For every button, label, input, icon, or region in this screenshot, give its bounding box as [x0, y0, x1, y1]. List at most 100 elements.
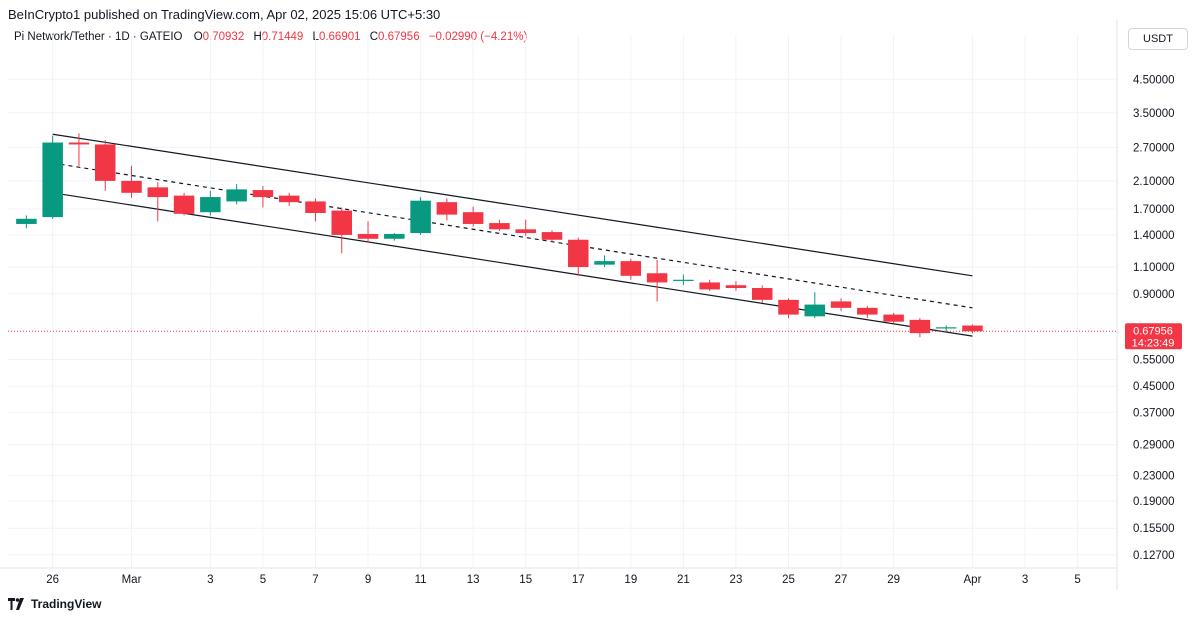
y-tick-label: 4.50000	[1133, 74, 1175, 86]
candle	[909, 318, 931, 338]
x-tick-label: 27	[835, 574, 848, 586]
x-tick-label: 11	[415, 574, 427, 586]
candle-body	[804, 304, 826, 317]
candle	[725, 281, 747, 291]
tradingview-brand[interactable]: TradingView	[8, 597, 101, 611]
candle	[331, 207, 353, 254]
middle-channel-line	[52, 162, 973, 309]
candle	[699, 279, 720, 291]
candle-body	[436, 202, 458, 215]
candle-body	[305, 201, 326, 214]
y-tick-label: 0.12700	[1133, 550, 1175, 562]
candle	[673, 274, 694, 286]
candle-body	[173, 195, 195, 214]
candle	[357, 221, 379, 243]
candle-body	[646, 273, 668, 283]
x-tick-label: Mar	[122, 574, 142, 586]
y-tick-label: 1.40000	[1133, 230, 1175, 242]
axes: 4.50000 3.50000 2.70000 2.10000 1.70000 1.400…	[0, 20, 1175, 590]
change-value: −0.02990 (−4.21%)	[428, 31, 528, 43]
candle-body	[699, 282, 720, 290]
candle	[436, 198, 458, 221]
candle	[541, 230, 563, 242]
candle	[68, 133, 90, 166]
candle	[751, 285, 773, 303]
candle-body	[410, 200, 431, 234]
current-price-label: 0.67956 14:23:49	[1125, 323, 1182, 350]
candle	[147, 182, 169, 222]
candle-body	[830, 301, 852, 308]
grid	[8, 35, 1117, 568]
x-tick-label: 17	[572, 574, 585, 586]
candle-body	[226, 189, 247, 202]
candle-body	[200, 197, 221, 213]
x-tick-label: 9	[365, 574, 371, 586]
candle-body	[384, 233, 405, 239]
x-tick-label: 25	[782, 574, 795, 586]
y-tick-label: 2.10000	[1133, 176, 1175, 188]
x-tick-label: Apr	[964, 574, 982, 586]
candle	[462, 206, 484, 227]
candle	[121, 165, 142, 198]
candle-body	[68, 142, 90, 145]
candle-body	[331, 210, 353, 235]
high-value: 0.71449	[261, 31, 304, 43]
candles	[16, 133, 983, 338]
candle-body	[883, 314, 904, 322]
candle	[935, 325, 957, 332]
upper-channel-line	[52, 133, 973, 277]
candle-body	[462, 212, 484, 224]
candle-body	[909, 319, 931, 334]
candle-body	[962, 325, 983, 332]
high-label: H	[253, 31, 262, 43]
candle-body	[725, 285, 747, 288]
close-value: 0.67956	[378, 31, 420, 43]
low-value: 0.66901	[318, 31, 361, 43]
candle	[857, 306, 878, 319]
candle-body	[935, 327, 957, 329]
open-label: O	[193, 31, 203, 43]
candle-body	[94, 144, 116, 181]
price-tag-countdown: 14:23:49	[1132, 338, 1175, 350]
candle-body	[673, 279, 694, 281]
y-tick-label: 2.70000	[1133, 142, 1175, 154]
candle	[173, 192, 195, 216]
candle-body	[121, 180, 142, 193]
candle-body	[357, 233, 379, 239]
symbol-title[interactable]: Pi Network/Tether · 1D · GATEIO	[14, 31, 183, 43]
candle	[200, 190, 221, 216]
x-tick-label: 29	[887, 574, 900, 586]
x-tick-label: 5	[260, 574, 266, 586]
x-tick-label: 23	[730, 574, 743, 586]
candle-body	[594, 261, 615, 265]
candle	[16, 215, 37, 229]
candle-body	[515, 229, 536, 234]
y-tick-label: 1.10000	[1133, 262, 1175, 274]
y-tick-label: 0.45000	[1133, 381, 1175, 393]
y-tick-label: 0.23000	[1133, 471, 1175, 483]
y-tick-label: 0.15500	[1133, 523, 1175, 535]
y-tick-label: 3.50000	[1133, 108, 1175, 120]
candle	[305, 198, 326, 222]
candle-body	[278, 195, 300, 203]
candle	[410, 197, 431, 235]
y-tick-label: 1.70000	[1133, 204, 1175, 216]
candle-body	[147, 187, 169, 198]
candle	[594, 255, 615, 268]
candle-body	[857, 307, 878, 315]
candle	[883, 312, 904, 324]
y-tick-label: 0.37000	[1133, 407, 1175, 419]
candle	[226, 184, 247, 205]
lower-channel-line	[52, 192, 973, 337]
publisher-header: BeInCrypto1 published on TradingView.com…	[8, 7, 441, 22]
candle	[384, 233, 405, 241]
currency-selector[interactable]: USDT	[1128, 28, 1188, 50]
candle-body	[620, 261, 642, 276]
price-tag-background	[1125, 323, 1182, 350]
candle	[515, 219, 536, 236]
candle	[620, 258, 642, 280]
candle	[646, 259, 668, 302]
candle-body	[778, 299, 799, 315]
candle	[568, 237, 589, 276]
